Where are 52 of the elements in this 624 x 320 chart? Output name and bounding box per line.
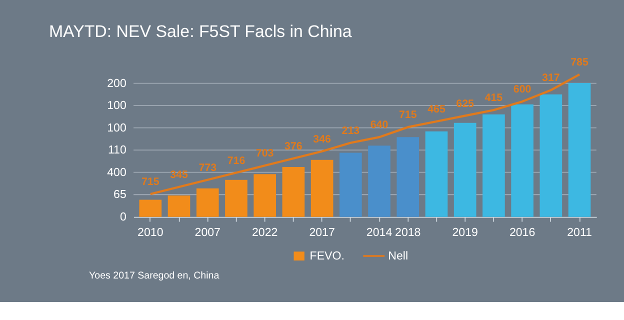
bar — [139, 200, 162, 217]
annotation: 715 — [398, 109, 417, 122]
bar — [568, 82, 591, 217]
text: 65 — [114, 189, 126, 202]
annotation: 415 — [484, 92, 503, 104]
annotation: 600 — [513, 84, 532, 96]
x-tick-label: 2007 — [194, 227, 220, 240]
text: 100 — [107, 122, 126, 134]
annotation: 785 — [570, 56, 588, 69]
bar — [425, 131, 448, 217]
annotation: 465 — [428, 104, 446, 116]
x-tick-label: 2010 — [138, 227, 164, 240]
x-tick-label: 2014 — [366, 227, 393, 240]
chart-title: MAYTD: NEV Sale: F5ST Facls in China — [48, 22, 352, 42]
annotation: 345 — [170, 169, 188, 182]
annotation: 715 — [141, 176, 160, 188]
bar — [396, 137, 420, 217]
bar — [254, 174, 276, 217]
text: 200 — [107, 78, 126, 90]
x-tick-label: 2018 — [395, 227, 421, 240]
text: Yoes 2017 Saregod en, China — [89, 270, 220, 282]
annotation: 317 — [542, 72, 560, 84]
bar — [282, 167, 305, 217]
x-tick-label: 2022 — [252, 227, 278, 240]
annotation: 625 — [456, 98, 474, 110]
text: 0 — [120, 211, 126, 224]
text: 400 — [107, 166, 126, 179]
bar — [454, 122, 476, 217]
bar — [482, 114, 505, 217]
bar — [168, 196, 190, 217]
annotation: 640 — [370, 119, 388, 132]
annotation: 716 — [227, 154, 246, 167]
bar — [511, 104, 534, 217]
bar — [310, 160, 334, 217]
text: 110 — [108, 144, 126, 157]
x-tick-label: 2019 — [452, 227, 478, 240]
bar — [340, 152, 362, 217]
annotation: 703 — [256, 148, 274, 160]
bar — [540, 94, 562, 217]
bar — [225, 180, 248, 217]
bar — [196, 188, 219, 217]
x-tick-label: 2017 — [309, 227, 335, 240]
annotation: 376 — [284, 140, 302, 153]
bar — [368, 146, 390, 217]
legend-label: Nell — [388, 250, 408, 263]
annotation: 213 — [342, 124, 360, 137]
legend-label: FEVO. — [310, 250, 344, 263]
x-tick-label: 2011 — [567, 227, 592, 240]
text: 100 — [107, 100, 126, 112]
annotation: 346 — [313, 133, 332, 146]
annotation: 773 — [198, 162, 217, 174]
x-tick-label: 2016 — [509, 227, 536, 240]
